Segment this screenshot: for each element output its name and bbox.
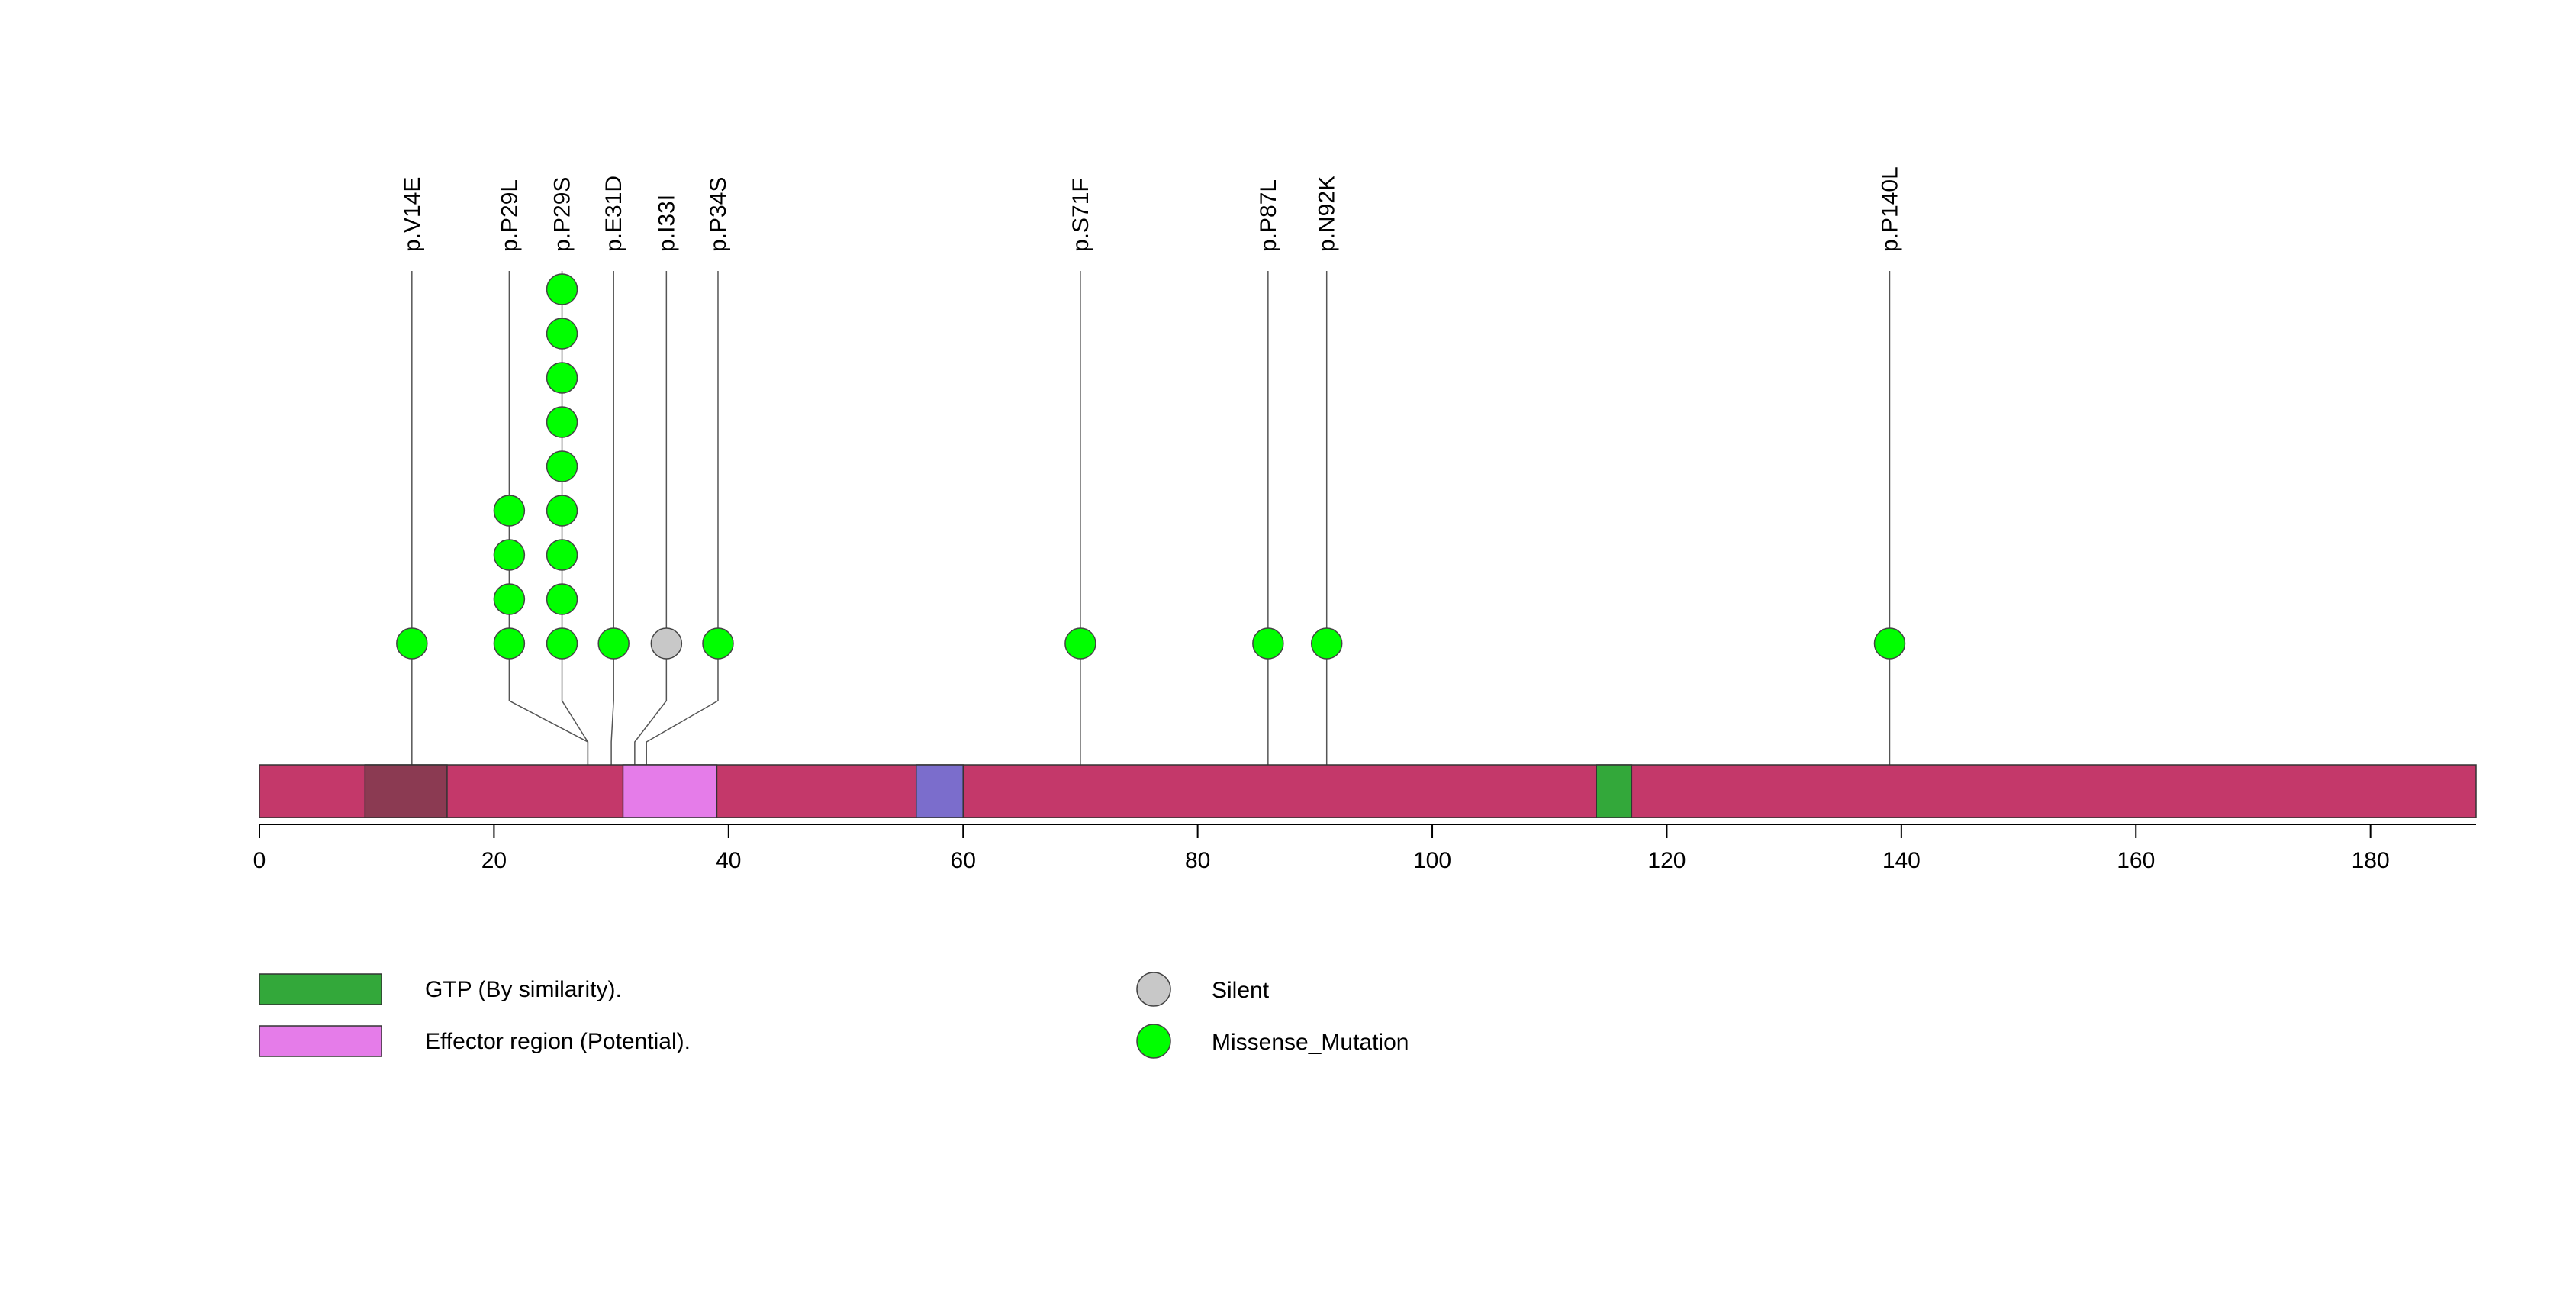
mutation-label-p.V14E: p.V14E: [400, 177, 425, 252]
x-tick-label-20: 20: [481, 848, 507, 873]
mutation-label-p.S71F: p.S71F: [1068, 178, 1093, 252]
x-tick-label-160: 160: [2117, 848, 2155, 873]
mutation-labels-layer: p.V14E p.P29L p.P29S p.E31D p.I33I p.P34S p.S7…: [400, 166, 1903, 252]
stem-p.E31D: [610, 271, 614, 818]
domain-2: [915, 764, 964, 818]
domain-0: [364, 764, 448, 818]
mutation-label-p.P29L: p.P29L: [497, 179, 522, 252]
stem-p.P29L: [508, 271, 589, 818]
x-tick-label-0: 0: [253, 848, 266, 873]
mutation-label-p.P29S: p.P29S: [550, 177, 575, 252]
mutation-circle-p.P29S-6: [546, 406, 578, 438]
domain-1: [622, 764, 718, 818]
domain-3: [1596, 764, 1633, 818]
mutation-circle-p.P29S-3: [546, 539, 578, 571]
mutation-circle-p.V14E-1: [396, 627, 428, 660]
mutation-circle-p.P29S-1: [546, 627, 578, 660]
x-tick-label-100: 100: [1413, 848, 1451, 873]
mutation-circle-p.E31D-1: [597, 627, 630, 660]
mutation-circle-p.P29L-2: [493, 583, 526, 615]
x-tick-label-40: 40: [716, 848, 741, 873]
mutation-label-p.P34S: p.P34S: [706, 177, 731, 252]
mutation-circle-p.N92K-1: [1310, 627, 1343, 660]
mutation-label-p.N92K: p.N92K: [1315, 176, 1340, 252]
protein-backbone-layer: [259, 764, 2477, 818]
mutation-circle-p.P29L-4: [493, 495, 526, 527]
mutation-circle-p.P34S-1: [702, 627, 734, 660]
mutation-circles-layer: [396, 273, 1906, 660]
mutation-circle-p.S71F-1: [1064, 627, 1096, 660]
legend-label-domain-0: GTP (By similarity).: [425, 977, 622, 1002]
x-tick-label-120: 120: [1647, 848, 1686, 873]
legend-label-mutation-0: Silent: [1212, 978, 1270, 1003]
mutation-label-p.I33I: p.I33I: [654, 195, 679, 252]
legend-swatch-domain-0: [259, 973, 382, 1005]
mutation-label-p.E31D: p.E31D: [601, 176, 626, 252]
mutation-circle-p.P140L-1: [1873, 627, 1906, 660]
mutation-circle-p.P29S-8: [546, 318, 578, 350]
mutation-circle-p.I33I-1: [650, 627, 683, 660]
legend-swatch-mutation-1: [1136, 1024, 1171, 1059]
x-tick-label-180: 180: [2352, 848, 2390, 873]
stems-layer: [411, 271, 1891, 818]
mutation-circle-p.P29L-3: [493, 539, 526, 571]
legend-label-domain-1: Effector region (Potential).: [425, 1029, 691, 1054]
mutation-circle-p.P87L-1: [1252, 627, 1284, 660]
x-tick-label-140: 140: [1882, 848, 1921, 873]
mutation-label-p.P140L: p.P140L: [1877, 166, 1902, 252]
stem-p.I33I: [634, 271, 668, 818]
legend: GTP (By similarity). Effector region (Pot…: [259, 972, 1409, 1059]
mutation-circle-p.P29S-9: [546, 273, 578, 305]
legend-label-mutation-1: Missense_Mutation: [1212, 1030, 1409, 1055]
mutation-circle-p.P29S-4: [546, 495, 578, 527]
stem-p.P34S: [646, 271, 719, 818]
mutation-circle-p.P29S-7: [546, 362, 578, 394]
mutation-circle-p.P29S-5: [546, 450, 578, 482]
mutation-circle-p.P29S-2: [546, 583, 578, 615]
mutation-circle-p.P29L-1: [493, 627, 526, 660]
x-axis: 0 20 40 60 80 100 120 140 160 180: [253, 824, 2476, 873]
legend-swatch-domain-1: [259, 1025, 382, 1057]
x-tick-label-80: 80: [1185, 848, 1210, 873]
x-tick-label-60: 60: [951, 848, 976, 873]
legend-swatch-mutation-0: [1136, 972, 1171, 1007]
mutation-label-p.P87L: p.P87L: [1256, 179, 1281, 252]
protein-backbone: [259, 764, 2477, 818]
